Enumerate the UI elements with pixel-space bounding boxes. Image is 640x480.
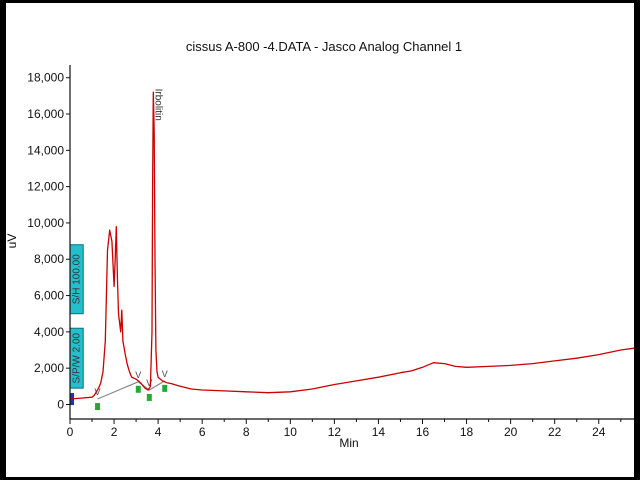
chart-panel: cissus A-800 -4.DATA - Jasco Analog Chan…: [6, 3, 634, 477]
y-tick-label: 16,000: [27, 107, 64, 121]
baseline-marker: V: [135, 370, 141, 380]
x-tick-label: 8: [243, 425, 250, 439]
chart-title: cissus A-800 -4.DATA - Jasco Analog Chan…: [186, 39, 462, 54]
x-tick-label: 12: [328, 425, 342, 439]
baseline-marker: V: [162, 369, 168, 379]
baseline-line: [97, 380, 166, 400]
y-axis-label: uV: [6, 234, 19, 249]
x-tick-label: 4: [155, 425, 162, 439]
y-tick-label: 10,000: [27, 216, 64, 230]
peak-flag: [135, 385, 141, 393]
x-tick-label: 14: [372, 425, 386, 439]
y-tick-label: 2,000: [34, 361, 64, 375]
peak-flag: [146, 393, 152, 401]
x-tick-label: 18: [460, 425, 474, 439]
event-label: S/H 100.00: [72, 254, 83, 304]
x-tick-label: 24: [592, 425, 606, 439]
series-line: [69, 91, 634, 400]
y-tick-label: 4,000: [34, 325, 64, 339]
y-tick-label: 18,000: [27, 71, 64, 85]
x-tick-label: 6: [199, 425, 206, 439]
x-axis-label: Min: [339, 436, 358, 450]
x-tick-label: 0: [67, 425, 74, 439]
y-tick-label: 12,000: [27, 180, 64, 194]
x-tick-label: 20: [504, 425, 518, 439]
x-tick-label: 10: [284, 425, 298, 439]
x-tick-label: 22: [548, 425, 562, 439]
event-label: S/P/W 2.00: [72, 332, 83, 383]
baseline-marker: V: [95, 387, 101, 397]
peak-flag: [95, 403, 101, 411]
y-tick-label: 14,000: [27, 143, 64, 157]
peak-label: Irbolitin: [152, 89, 163, 121]
y-tick-label: 6,000: [34, 289, 64, 303]
x-tick-label: 2: [111, 425, 118, 439]
baseline-marker: V: [146, 378, 152, 388]
chromatogram-chart: cissus A-800 -4.DATA - Jasco Analog Chan…: [6, 39, 634, 450]
peak-flag: [162, 384, 168, 392]
x-axis: 0 2 4 6 8 10 12 14 16 18 20 22 24: [67, 419, 622, 439]
x-tick-label: 16: [416, 425, 430, 439]
event-markers: S/H 100.00 S/P/W 2.00: [69, 244, 84, 389]
y-tick-label: 8,000: [34, 252, 64, 266]
y-axis: 0 2,000 4,000 6,000 8,000 10,000 12,000 14,000 1…: [27, 71, 70, 411]
y-tick-label: 0: [57, 397, 64, 411]
